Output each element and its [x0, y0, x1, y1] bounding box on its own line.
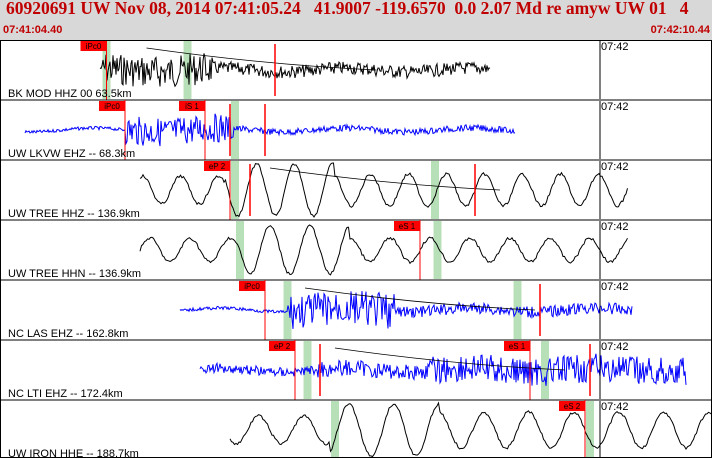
envelope-curve: [304, 287, 536, 311]
waveform[interactable]: [24, 113, 516, 147]
waveform[interactable]: [139, 224, 628, 276]
pick-label: eS 1: [509, 342, 526, 351]
start-time: 07:41:04.40: [3, 24, 63, 36]
pick-window: [431, 161, 439, 219]
minute-label: 07:42: [601, 221, 629, 233]
minute-label: 07:42: [601, 41, 629, 53]
pick-label: iS 1: [185, 102, 199, 111]
minute-label: 07:42: [601, 281, 629, 293]
pick-flag[interactable]: [99, 101, 125, 111]
minute-label: 07:42: [601, 161, 629, 173]
envelope-curve: [146, 47, 377, 71]
pick-label: eP 2: [209, 162, 226, 171]
pick-flag[interactable]: [394, 221, 420, 231]
waveform[interactable]: [199, 353, 687, 386]
waveform[interactable]: [99, 53, 491, 88]
waveform[interactable]: [139, 162, 628, 218]
pick-flag[interactable]: [559, 401, 585, 411]
pick-window: [433, 221, 442, 279]
pick-label: iPc0: [244, 282, 260, 291]
pick-label: eS 1: [399, 222, 416, 231]
minute-label: 07:42: [601, 401, 629, 413]
minute-label: 07:42: [601, 101, 629, 113]
pick-flag[interactable]: [179, 101, 205, 111]
pick-window: [331, 401, 339, 458]
pick-label: iPc0: [86, 42, 102, 51]
channel-label: NC LTI EHZ -- 172.4km: [8, 388, 123, 400]
pick-label: eS 2: [564, 402, 581, 411]
channel-label: BK MOD HHZ 00 63.5km: [8, 88, 131, 100]
channel-label: UW TREE HHN -- 136.9km: [8, 268, 141, 280]
pick-label: eP 2: [274, 342, 291, 351]
minute-label: 07:42: [601, 341, 629, 353]
pick-flag[interactable]: [239, 281, 265, 291]
envelope-curve: [334, 347, 566, 371]
channel-label: UW IRON HHE -- 188.7km: [8, 448, 139, 458]
pick-label: iPc0: [104, 102, 120, 111]
pick-window: [231, 161, 239, 219]
pick-flag[interactable]: [504, 341, 530, 351]
pick-flag[interactable]: [80, 41, 107, 51]
channel-label: UW LKVW EHZ -- 68.3km: [8, 148, 135, 160]
channel-label: NC LAS EHZ -- 162.8km: [8, 328, 128, 340]
pick-window: [541, 341, 549, 399]
pick-window: [586, 401, 594, 458]
pick-flag[interactable]: [269, 341, 295, 351]
waveform[interactable]: [179, 291, 633, 329]
seismogram-panel[interactable]: iPc0 07:42 BK MOD HHZ 00 63.5km iPc0 iS 1 07:…: [0, 40, 712, 458]
pick-flag[interactable]: [204, 161, 230, 171]
event-title: 60920691 UW Nov 08, 2014 07:41:05.24 41.…: [6, 0, 689, 18]
channel-label: UW TREE HHZ -- 136.9km: [8, 208, 140, 220]
end-time: 07:42:10.44: [650, 24, 710, 36]
header-bar: 60920691 UW Nov 08, 2014 07:41:05.24 41.…: [0, 0, 712, 40]
waveform[interactable]: [229, 401, 712, 458]
envelope-curve: [269, 167, 501, 191]
